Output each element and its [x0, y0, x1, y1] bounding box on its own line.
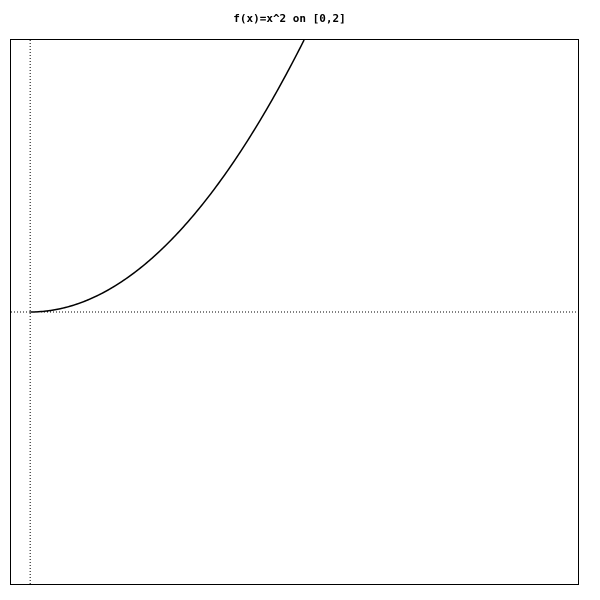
plot-frame	[10, 39, 579, 585]
chart-title: f(x)=x^2 on [0,2]	[233, 12, 346, 25]
series-curve	[30, 39, 305, 313]
